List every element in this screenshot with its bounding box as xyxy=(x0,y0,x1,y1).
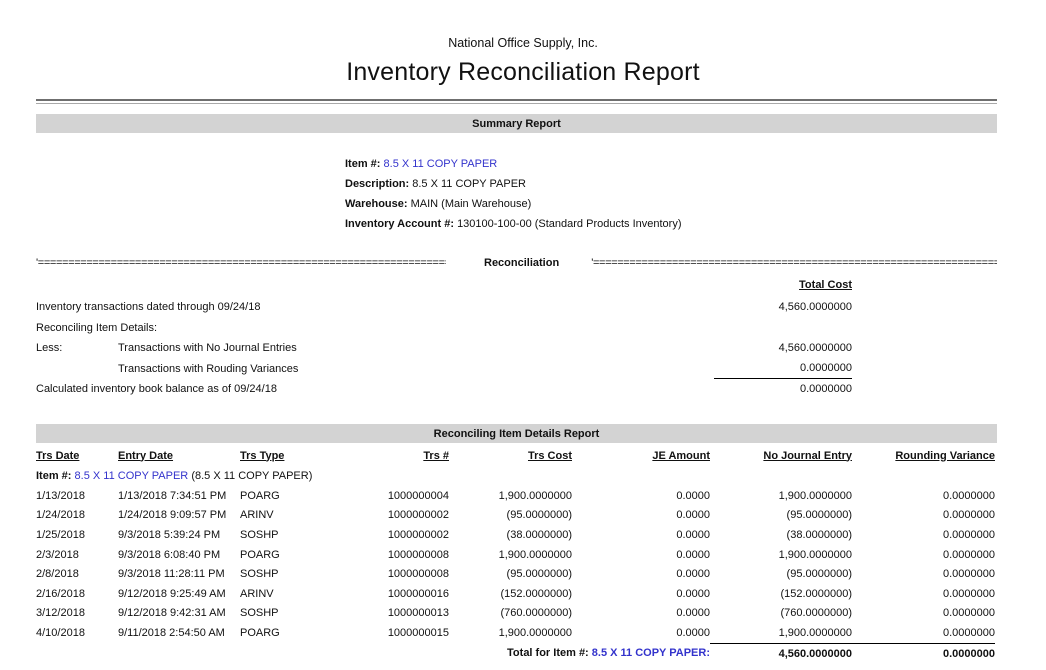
recon-row-rounding-variances: Transactions with Rouding Variances 0.00… xyxy=(36,359,997,379)
reconciliation-rows: Inventory transactions dated through 09/… xyxy=(36,297,997,400)
total-rounding-variance: 0.0000000 xyxy=(852,642,995,660)
table-row: 4/10/2018 9/11/2018 2:54:50 AM POARG 100… xyxy=(36,626,995,639)
field-label: Inventory Account #: xyxy=(345,218,454,230)
field-value: 130100-100-00 (Standard Products Invento… xyxy=(457,218,682,230)
reconciliation-section-title: Reconciliation xyxy=(484,257,560,269)
col-header-trs-num: Trs # xyxy=(423,449,449,462)
item-group-header: Item #: 8.5 X 11 COPY PAPER (8.5 X 11 CO… xyxy=(36,466,995,486)
divider-rule-right: '=======================================… xyxy=(591,257,997,269)
divider-rule-left: '=======================================… xyxy=(36,257,446,269)
col-header-trs-date: Trs Date xyxy=(36,449,80,462)
page-title: Inventory Reconciliation Report xyxy=(346,58,700,86)
total-label: Total for Item #: 8.5 X 11 COPY PAPER: xyxy=(507,646,710,659)
details-table-header-row: Trs Date Entry Date Trs Type Trs # Trs C… xyxy=(36,445,995,466)
summary-field-item-number: Item #: 8.5 X 11 COPY PAPER xyxy=(345,154,681,174)
table-row: 2/16/2018 9/12/2018 9:25:49 AM ARINV 100… xyxy=(36,587,995,600)
summary-fields: Item #: 8.5 X 11 COPY PAPER Description:… xyxy=(345,154,681,234)
field-value: 8.5 X 11 COPY PAPER xyxy=(412,178,526,190)
recon-row-less-no-journal: Less: Transactions with No Journal Entri… xyxy=(36,338,997,359)
field-value: MAIN (Main Warehouse) xyxy=(410,198,532,210)
details-report-section-title: Reconciling Item Details Report xyxy=(433,427,600,440)
item-number-link[interactable]: 8.5 X 11 COPY PAPER xyxy=(74,470,189,482)
item-label: Item #: xyxy=(36,470,72,482)
title-divider-rule-2 xyxy=(36,103,997,104)
table-row: 1/25/2018 9/3/2018 5:39:24 PM SOSHP 1000… xyxy=(36,528,995,541)
table-row: 2/3/2018 9/3/2018 6:08:40 PM POARG 10000… xyxy=(36,548,995,561)
col-header-entry-date: Entry Date xyxy=(118,449,174,462)
recon-value: 0.0000000 xyxy=(714,359,852,379)
col-header-trs-type: Trs Type xyxy=(240,449,285,462)
field-label: Warehouse: xyxy=(345,198,408,210)
title-divider-rule xyxy=(36,99,997,101)
details-report-section-bar: Reconciling Item Details Report xyxy=(36,424,997,443)
recon-row-calculated-balance: Calculated inventory book balance as of … xyxy=(36,379,997,400)
company-name: National Office Supply, Inc. xyxy=(448,36,598,50)
summary-field-description: Description: 8.5 X 11 COPY PAPER xyxy=(345,174,681,194)
col-header-rounding-variance: Rounding Variance xyxy=(895,449,995,462)
item-description: (8.5 X 11 COPY PAPER) xyxy=(191,470,313,482)
field-label: Description: xyxy=(345,178,410,190)
total-no-journal-entry: 4,560.0000000 xyxy=(710,642,852,660)
recon-value: 4,560.0000000 xyxy=(778,342,852,354)
table-total-row: Total for Item #: 8.5 X 11 COPY PAPER: 4… xyxy=(36,642,995,667)
col-header-trs-cost: Trs Cost xyxy=(527,449,572,462)
table-row: 1/13/2018 1/13/2018 7:34:51 PM POARG 100… xyxy=(36,489,995,502)
reconciliation-divider: '=======================================… xyxy=(36,255,997,271)
recon-row-transactions-dated: Inventory transactions dated through 09/… xyxy=(36,297,997,318)
summary-field-inventory-account: Inventory Account #: 130100-100-00 (Stan… xyxy=(345,214,681,234)
table-row: 2/8/2018 9/3/2018 11:28:11 PM SOSHP 1000… xyxy=(36,568,995,581)
summary-report-section-title: Summary Report xyxy=(472,117,561,130)
item-number-link[interactable]: 8.5 X 11 COPY PAPER: xyxy=(591,646,710,659)
summary-field-warehouse: Warehouse: MAIN (Main Warehouse) xyxy=(345,194,681,214)
details-table: Trs Date Entry Date Trs Type Trs # Trs C… xyxy=(36,445,995,667)
table-row: 1/24/2018 1/24/2018 9:09:57 PM ARINV 100… xyxy=(36,509,995,522)
item-number-link[interactable]: 8.5 X 11 COPY PAPER xyxy=(383,158,498,170)
col-header-no-journal-entry: No Journal Entry xyxy=(763,449,852,462)
table-row: 3/12/2018 9/12/2018 9:42:31 AM SOSHP 100… xyxy=(36,607,995,620)
total-cost-column-header: Total Cost xyxy=(799,279,852,291)
field-label: Item #: xyxy=(345,158,381,170)
recon-value: 0.0000000 xyxy=(800,383,852,395)
summary-report-section-bar: Summary Report xyxy=(36,114,997,133)
col-header-je-amount: JE Amount xyxy=(652,449,710,462)
recon-row-reconciling-details: Reconciling Item Details: xyxy=(36,321,158,334)
recon-value: 4,560.0000000 xyxy=(778,301,852,313)
